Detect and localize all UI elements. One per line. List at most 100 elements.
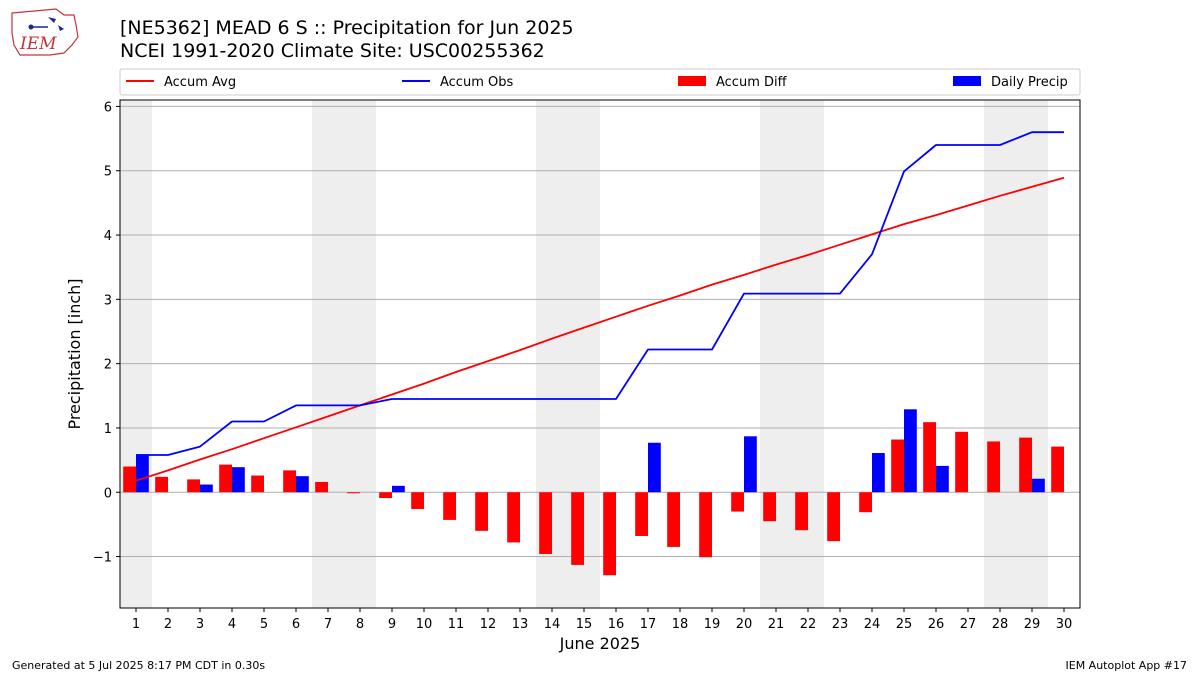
x-tick-label-25: 25 (896, 617, 913, 632)
x-tick-label-16: 16 (608, 617, 625, 632)
accum-diff-bar-day-6 (283, 470, 296, 493)
iem-logo: IEM (11, 8, 79, 56)
generated-note: Generated at 5 Jul 2025 8:17 PM CDT in 0… (12, 659, 266, 672)
x-tick-label-15: 15 (576, 617, 593, 632)
accum-diff-bar-day-29 (1019, 437, 1032, 493)
accum-diff-bar-day-2 (155, 476, 168, 493)
weekend-shade-day-8 (344, 100, 376, 608)
weekend-shade-day-1 (120, 100, 152, 608)
accum-diff-bar-day-22 (795, 492, 808, 531)
x-tick-label-2: 2 (164, 617, 172, 632)
x-tick-label-29: 29 (1024, 617, 1041, 632)
legend-label-accum-obs: Accum Obs (440, 75, 513, 90)
x-tick-label-13: 13 (512, 617, 529, 632)
accum-diff-bar-day-13 (507, 492, 520, 543)
legend-label-daily-precip: Daily Precip (991, 75, 1068, 90)
y-tick-label-0: 0 (104, 486, 112, 501)
app-note: IEM Autoplot App #17 (1065, 659, 1188, 672)
daily-precip-bar-day-3 (200, 484, 213, 493)
accum-diff-bar-day-9 (379, 492, 392, 499)
x-tick-label-27: 27 (960, 617, 977, 632)
grid-lines (120, 105, 1080, 558)
legend-swatch-accum-diff (678, 76, 706, 86)
accum-diff-bar-day-14 (539, 492, 552, 554)
weekend-shade-day-21 (760, 100, 792, 608)
accum-diff-bar-day-1 (123, 466, 136, 493)
x-tick-label-6: 6 (292, 617, 300, 632)
y-tick-label-5: 5 (104, 165, 112, 180)
y-tick-label--1: −1 (93, 551, 112, 566)
y-tick-label-6: 6 (104, 100, 112, 115)
x-tick-label-24: 24 (864, 617, 881, 632)
x-tick-label-4: 4 (228, 617, 236, 632)
accum-diff-bar-day-15 (571, 492, 584, 565)
accum-diff-bar-day-20 (731, 492, 744, 512)
accum-diff-bar-day-18 (667, 492, 680, 547)
bars (123, 409, 1064, 576)
x-tick-label-21: 21 (768, 617, 785, 632)
accum-diff-bar-day-30 (1051, 446, 1064, 493)
accum-diff-bar-day-5 (251, 475, 264, 493)
weekend-shade-day-22 (792, 100, 824, 608)
accum-diff-bar-day-8 (347, 492, 360, 494)
x-tick-label-18: 18 (672, 617, 689, 632)
logo-text: IEM (19, 34, 57, 54)
accum-diff-bar-day-12 (475, 492, 488, 531)
legend-swatch-daily-precip (953, 76, 981, 86)
accum-diff-bar-day-24 (859, 492, 872, 513)
x-tick-label-20: 20 (736, 617, 753, 632)
legend: Accum Avg Accum Obs Accum Diff Daily Pre… (119, 68, 1081, 96)
accum-diff-bar-day-11 (443, 492, 456, 520)
accum-diff-bar-day-28 (987, 441, 1000, 493)
accum-diff-bar-day-7 (315, 481, 328, 493)
accum-diff-bar-day-19 (699, 492, 712, 558)
daily-precip-bar-day-6 (296, 476, 309, 493)
x-tick-label-19: 19 (704, 617, 721, 632)
daily-precip-bar-day-9 (392, 485, 405, 493)
y-tick-label-4: 4 (104, 229, 112, 244)
x-tick-label-5: 5 (260, 617, 268, 632)
daily-precip-bar-day-29 (1032, 478, 1045, 493)
y-tick-label-1: 1 (104, 422, 112, 437)
x-tick-label-7: 7 (324, 617, 332, 632)
daily-precip-bar-day-17 (648, 442, 661, 493)
daily-precip-bar-day-1 (136, 454, 149, 493)
x-tick-label-9: 9 (388, 617, 396, 632)
x-tick-label-30: 30 (1056, 617, 1073, 632)
x-tick-label-23: 23 (832, 617, 849, 632)
daily-precip-bar-day-4 (232, 467, 245, 493)
x-tick-label-12: 12 (480, 617, 497, 632)
accum-diff-bar-day-21 (763, 492, 776, 522)
daily-precip-bar-day-25 (904, 409, 917, 493)
accum-obs-line (136, 131, 1064, 456)
chart-subtitle: NCEI 1991-2020 Climate Site: USC00255362 (120, 40, 545, 62)
accum-diff-bar-day-23 (827, 492, 840, 542)
x-tick-label-10: 10 (416, 617, 433, 632)
x-axis-label: June 2025 (559, 634, 641, 653)
accum-diff-bar-day-16 (603, 492, 616, 576)
accum-diff-bar-day-4 (219, 464, 232, 493)
legend-label-accum-avg: Accum Avg (164, 75, 236, 90)
x-tick-label-22: 22 (800, 617, 817, 632)
daily-precip-bar-day-20 (744, 436, 757, 493)
weekend-shade-day-7 (312, 100, 344, 608)
y-axis-label: Precipitation [inch] (65, 278, 84, 429)
accum-avg-line (135, 176, 1065, 482)
x-tick-label-17: 17 (640, 617, 657, 632)
legend-box (119, 68, 1081, 96)
x-tick-label-26: 26 (928, 617, 945, 632)
accum-diff-bar-day-10 (411, 492, 424, 509)
chart-title: [NE5362] MEAD 6 S :: Precipitation for J… (120, 17, 574, 39)
legend-label-accum-diff: Accum Diff (716, 75, 788, 90)
y-tick-label-3: 3 (104, 293, 112, 308)
daily-precip-bar-day-26 (936, 465, 949, 493)
x-tick-label-1: 1 (132, 617, 140, 632)
daily-precip-bar-day-24 (872, 453, 885, 493)
accum-diff-bar-day-25 (891, 439, 904, 493)
accum-diff-bar-day-17 (635, 492, 648, 536)
x-tick-label-14: 14 (544, 617, 561, 632)
accum-diff-bar-day-3 (187, 479, 200, 493)
weekend-shading (120, 100, 1048, 608)
